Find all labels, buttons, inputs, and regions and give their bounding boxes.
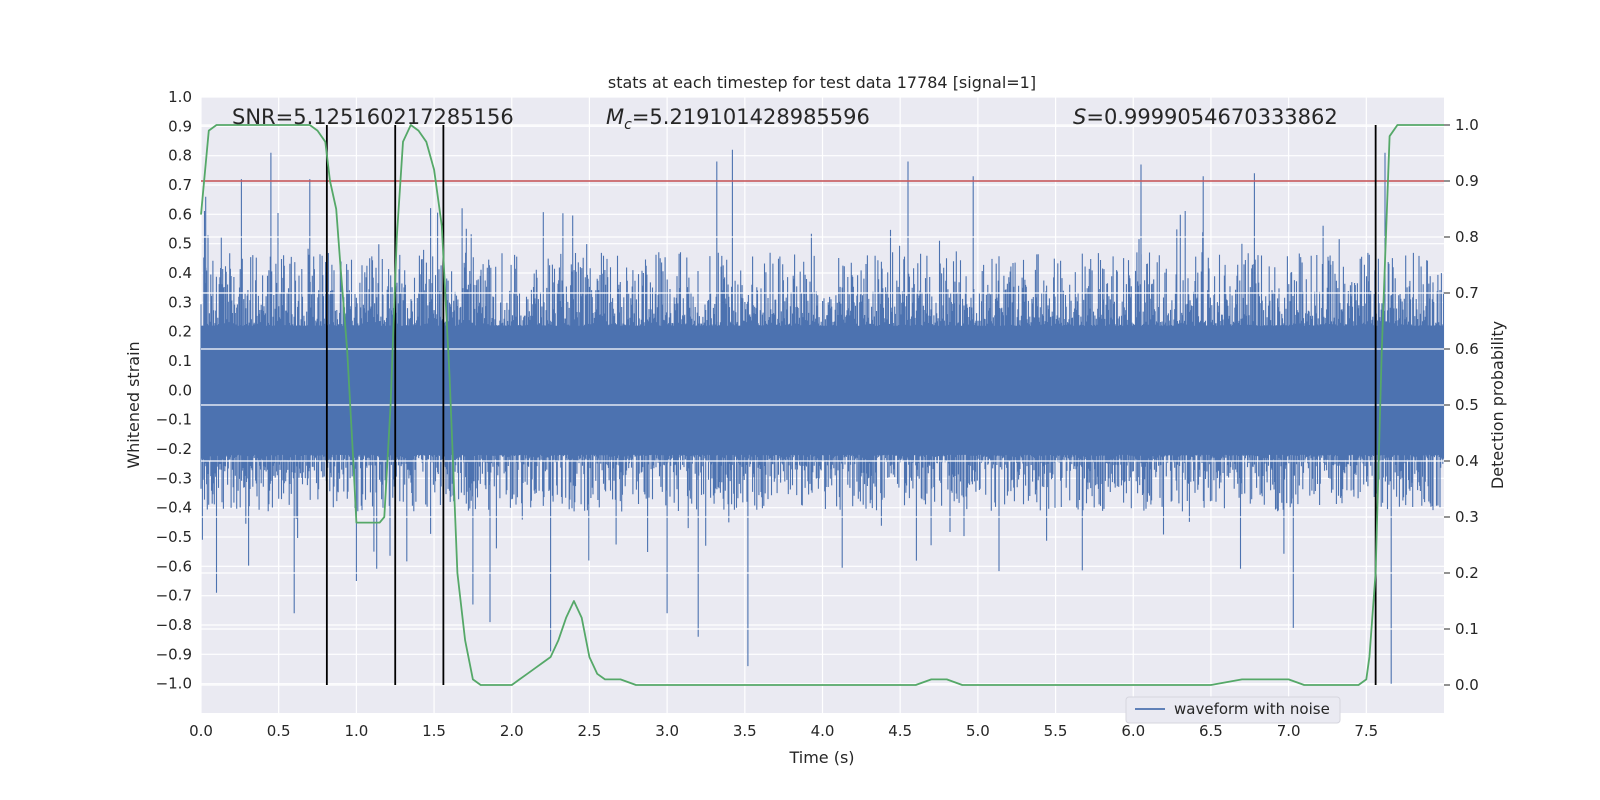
y-tick-label: 0.9 <box>168 117 192 135</box>
y-axis-right-label: Detection probability <box>1488 321 1507 489</box>
y-tick-label: −0.7 <box>156 587 192 605</box>
x-tick-label: 3.5 <box>733 722 757 740</box>
y-tick-label: −0.8 <box>156 616 192 634</box>
y-tick-label: 0.6 <box>168 205 192 223</box>
waveform-series <box>200 149 1445 684</box>
right-y-tick-label: 0.2 <box>1455 564 1479 582</box>
y-tick-label: −1.0 <box>156 675 192 693</box>
y-tick-label: −0.9 <box>156 645 192 663</box>
chirp-mass-value: =5.219101428985596 <box>632 105 870 129</box>
chirp-mass-symbol: M <box>606 105 624 129</box>
y-axis-label: Whitened strain <box>124 341 143 468</box>
waveform-bars <box>200 149 1445 684</box>
tick-labels: 0.0 0.5 1.0 1.5 2.0 2.5 3.0 3.5 4.0 4.5 5.0 5.5 6.0 6… <box>156 88 1479 740</box>
y-tick-label: −0.2 <box>156 440 192 458</box>
y-tick-label: 0.3 <box>168 293 192 311</box>
y-tick-label: 0.4 <box>168 264 192 282</box>
y-tick-label: 0.1 <box>168 352 192 370</box>
y-tick-label: −0.5 <box>156 528 192 546</box>
y-tick-label: −0.4 <box>156 499 192 517</box>
y-tick-label: 0.2 <box>168 323 192 341</box>
probability-series <box>200 124 1444 686</box>
x-axis-label: Time (s) <box>788 748 854 767</box>
x-tick-label: 1.5 <box>422 722 446 740</box>
score-symbol: S <box>1073 105 1086 129</box>
legend: waveform with noise <box>1125 696 1341 724</box>
chart-title: stats at each timestep for test data 177… <box>608 73 1036 92</box>
y-tick-label: 0.5 <box>168 235 192 253</box>
chirp-mass-subscript: c <box>624 117 632 133</box>
x-tick-label: 0.0 <box>189 722 213 740</box>
y-tick-label: 0.8 <box>168 147 192 165</box>
x-tick-label: 0.5 <box>267 722 291 740</box>
score-annotation: S=0.9999054670333862 <box>1073 105 1338 129</box>
y-tick-label: −0.1 <box>156 411 192 429</box>
x-tick-label: 7.5 <box>1354 722 1378 740</box>
right-y-tick-label: 0.3 <box>1455 508 1479 526</box>
legend-box <box>1125 696 1341 724</box>
x-tick-label: 4.5 <box>888 722 912 740</box>
right-y-tick-label: 0.7 <box>1455 284 1479 302</box>
right-y-tick-label: 1.0 <box>1455 116 1479 134</box>
x-tick-label: 4.0 <box>811 722 835 740</box>
x-tick-label: 6.5 <box>1199 722 1223 740</box>
y-tick-label: 0.7 <box>168 176 192 194</box>
y-tick-label: −0.3 <box>156 469 192 487</box>
right-y-tick-label: 0.5 <box>1455 396 1479 414</box>
right-y-tick-label: 0.9 <box>1455 172 1479 190</box>
x-tick-label: 7.0 <box>1277 722 1301 740</box>
y-tick-label: 1.0 <box>168 88 192 106</box>
x-tick-label: 2.5 <box>578 722 602 740</box>
legend-label: waveform with noise <box>1174 700 1330 718</box>
x-tick-label: 5.5 <box>1044 722 1068 740</box>
x-tick-label: 5.0 <box>966 722 990 740</box>
right-y-tick-label: 0.0 <box>1455 676 1479 694</box>
y-tick-label: −0.6 <box>156 557 192 575</box>
x-tick-label: 1.0 <box>344 722 368 740</box>
right-y-tick-label: 0.6 <box>1455 340 1479 358</box>
x-tick-label: 2.0 <box>500 722 524 740</box>
detection-probability-line <box>200 124 1444 686</box>
score-value: =0.9999054670333862 <box>1086 105 1337 129</box>
right-y-tick-label: 0.4 <box>1455 452 1479 470</box>
event-lines <box>325 125 1377 685</box>
chirp-mass-annotation: Mc=5.219101428985596 <box>606 105 870 133</box>
y-tick-label: 0.0 <box>168 381 192 399</box>
x-tick-label: 6.0 <box>1121 722 1145 740</box>
right-y-tick-label: 0.8 <box>1455 228 1479 246</box>
right-y-tick-label: 0.1 <box>1455 620 1479 638</box>
x-tick-label: 3.0 <box>655 722 679 740</box>
snr-annotation: SNR=5.125160217285156 <box>232 105 514 129</box>
